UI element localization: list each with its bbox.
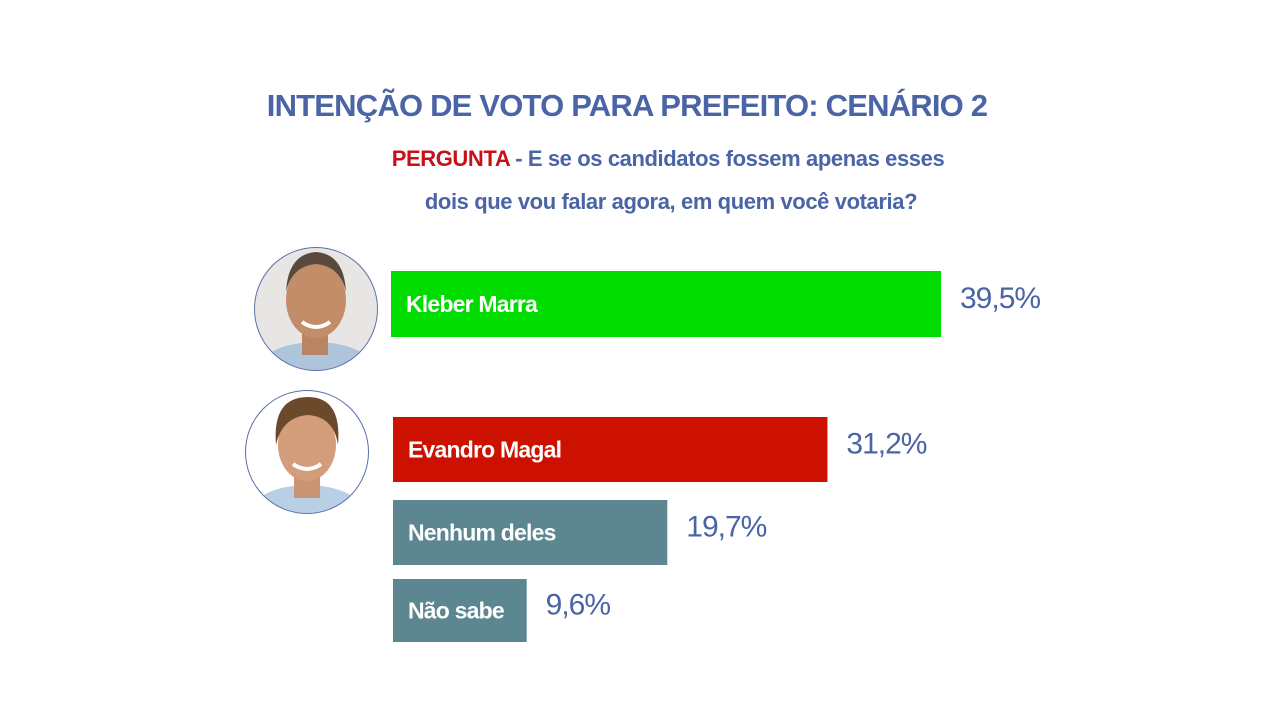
chart-title: INTENÇÃO DE VOTO PARA PREFEITO: CENÁRIO … xyxy=(267,88,987,123)
bar-label: Não sabe xyxy=(408,598,504,624)
bar xyxy=(393,417,828,482)
value-label: 31,2% xyxy=(846,427,926,460)
bar-label: Evandro Magal xyxy=(408,437,561,463)
question-text: dois que vou falar agora, em quem você v… xyxy=(425,189,917,214)
bar-label: Kleber Marra xyxy=(406,291,538,317)
question-label: PERGUNTA xyxy=(392,146,511,171)
candidate-photo xyxy=(246,391,368,513)
candidate-photo xyxy=(255,248,377,370)
value-label: 39,5% xyxy=(960,282,1040,315)
bar xyxy=(393,500,668,565)
question-line: PERGUNTA - E se os candidatos fossem ape… xyxy=(392,146,945,171)
value-label: 9,6% xyxy=(546,588,611,621)
bar xyxy=(393,579,527,642)
bar xyxy=(391,271,941,337)
question-text: - E se os candidatos fossem apenas esses xyxy=(515,146,944,171)
photo-frame xyxy=(245,390,369,514)
value-label: 19,7% xyxy=(686,510,766,543)
bar-label: Nenhum deles xyxy=(408,520,556,546)
photo-frame xyxy=(254,247,378,371)
